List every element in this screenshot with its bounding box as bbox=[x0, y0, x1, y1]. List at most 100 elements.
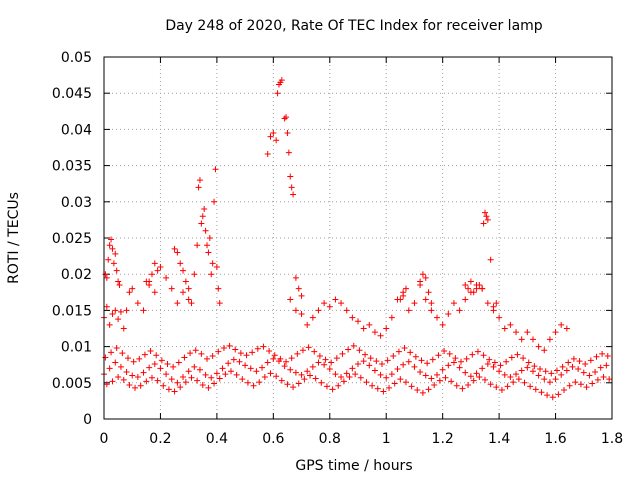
data-point bbox=[576, 358, 583, 365]
data-point bbox=[196, 177, 203, 184]
data-point bbox=[332, 371, 339, 378]
data-point bbox=[445, 362, 452, 369]
data-point bbox=[462, 296, 469, 303]
data-point bbox=[283, 358, 290, 365]
data-point bbox=[219, 365, 226, 372]
x-tick-label: 0.2 bbox=[149, 431, 171, 447]
data-point bbox=[109, 245, 116, 252]
data-point bbox=[154, 377, 161, 384]
data-point bbox=[243, 352, 250, 359]
data-point bbox=[233, 371, 240, 378]
data-point bbox=[253, 368, 260, 375]
y-tick-label: 0.04 bbox=[61, 122, 92, 138]
data-point bbox=[228, 368, 234, 375]
data-point bbox=[141, 351, 148, 358]
chart-title: Day 248 of 2020, Rate Of TEC Index for r… bbox=[165, 18, 542, 34]
data-point bbox=[546, 379, 553, 386]
data-point bbox=[462, 369, 469, 376]
data-point bbox=[298, 292, 305, 299]
data-point bbox=[531, 363, 538, 370]
data-point bbox=[254, 345, 261, 352]
data-point bbox=[260, 343, 267, 350]
data-point bbox=[520, 355, 527, 362]
data-point bbox=[467, 373, 474, 380]
data-point bbox=[295, 285, 302, 292]
data-point bbox=[558, 371, 565, 378]
data-point bbox=[563, 325, 570, 332]
data-point bbox=[102, 271, 109, 278]
data-point bbox=[192, 347, 199, 354]
data-point bbox=[345, 346, 352, 353]
data-point bbox=[549, 394, 556, 401]
data-point bbox=[132, 384, 139, 391]
data-point bbox=[205, 249, 212, 256]
data-point bbox=[592, 368, 599, 375]
data-point bbox=[315, 307, 322, 314]
data-point bbox=[326, 366, 333, 373]
data-point bbox=[305, 344, 312, 351]
data-point bbox=[422, 296, 429, 303]
data-point bbox=[147, 347, 154, 354]
data-point bbox=[518, 367, 525, 374]
data-point bbox=[112, 359, 119, 366]
data-point bbox=[504, 383, 511, 390]
data-point bbox=[419, 389, 426, 396]
data-point bbox=[563, 367, 570, 374]
data-point bbox=[508, 354, 515, 361]
data-point bbox=[242, 362, 249, 369]
data-point bbox=[402, 285, 409, 292]
data-point bbox=[185, 285, 192, 292]
data-point bbox=[164, 360, 171, 367]
data-point bbox=[230, 356, 237, 363]
data-point bbox=[513, 329, 520, 336]
data-point bbox=[603, 362, 610, 369]
data-point bbox=[335, 382, 342, 389]
data-point bbox=[284, 381, 291, 388]
data-point bbox=[450, 359, 457, 366]
data-point bbox=[463, 355, 470, 362]
data-point bbox=[148, 374, 155, 381]
data-point bbox=[232, 346, 239, 353]
data-point bbox=[535, 343, 542, 350]
data-point bbox=[106, 365, 113, 372]
data-point bbox=[236, 358, 243, 365]
data-point bbox=[412, 353, 419, 360]
x-tick-label: 1.2 bbox=[432, 431, 454, 447]
data-point bbox=[213, 263, 220, 270]
data-point bbox=[180, 374, 187, 381]
data-point bbox=[394, 366, 401, 373]
data-point bbox=[552, 376, 559, 383]
data-point bbox=[168, 376, 175, 383]
data-point bbox=[355, 318, 361, 325]
x-tick-label: 1.8 bbox=[601, 431, 623, 447]
data-point bbox=[580, 369, 587, 376]
data-point bbox=[274, 90, 281, 97]
data-point bbox=[212, 166, 219, 173]
grid-lines bbox=[104, 57, 612, 419]
x-tick-label: 0.4 bbox=[206, 431, 228, 447]
data-point bbox=[450, 300, 457, 307]
data-point bbox=[130, 358, 137, 365]
data-point bbox=[479, 365, 486, 372]
data-point bbox=[290, 384, 297, 391]
data-point bbox=[199, 381, 206, 388]
y-tick-label: 0.01 bbox=[61, 340, 92, 356]
data-point bbox=[112, 250, 119, 257]
data-point bbox=[537, 366, 544, 373]
data-point bbox=[187, 350, 194, 357]
data-point bbox=[298, 311, 305, 318]
data-point bbox=[113, 267, 120, 274]
data-point bbox=[312, 375, 319, 382]
data-point bbox=[292, 274, 299, 281]
data-point bbox=[117, 308, 124, 315]
data-point bbox=[565, 359, 572, 366]
data-point bbox=[264, 151, 271, 158]
data-point bbox=[501, 371, 508, 378]
data-point bbox=[561, 387, 568, 394]
data-point bbox=[367, 355, 374, 362]
data-point bbox=[264, 359, 271, 366]
x-axis-label: GPS time / hours bbox=[295, 458, 412, 474]
data-point bbox=[204, 355, 211, 362]
data-point bbox=[405, 358, 412, 365]
data-point bbox=[482, 209, 488, 216]
